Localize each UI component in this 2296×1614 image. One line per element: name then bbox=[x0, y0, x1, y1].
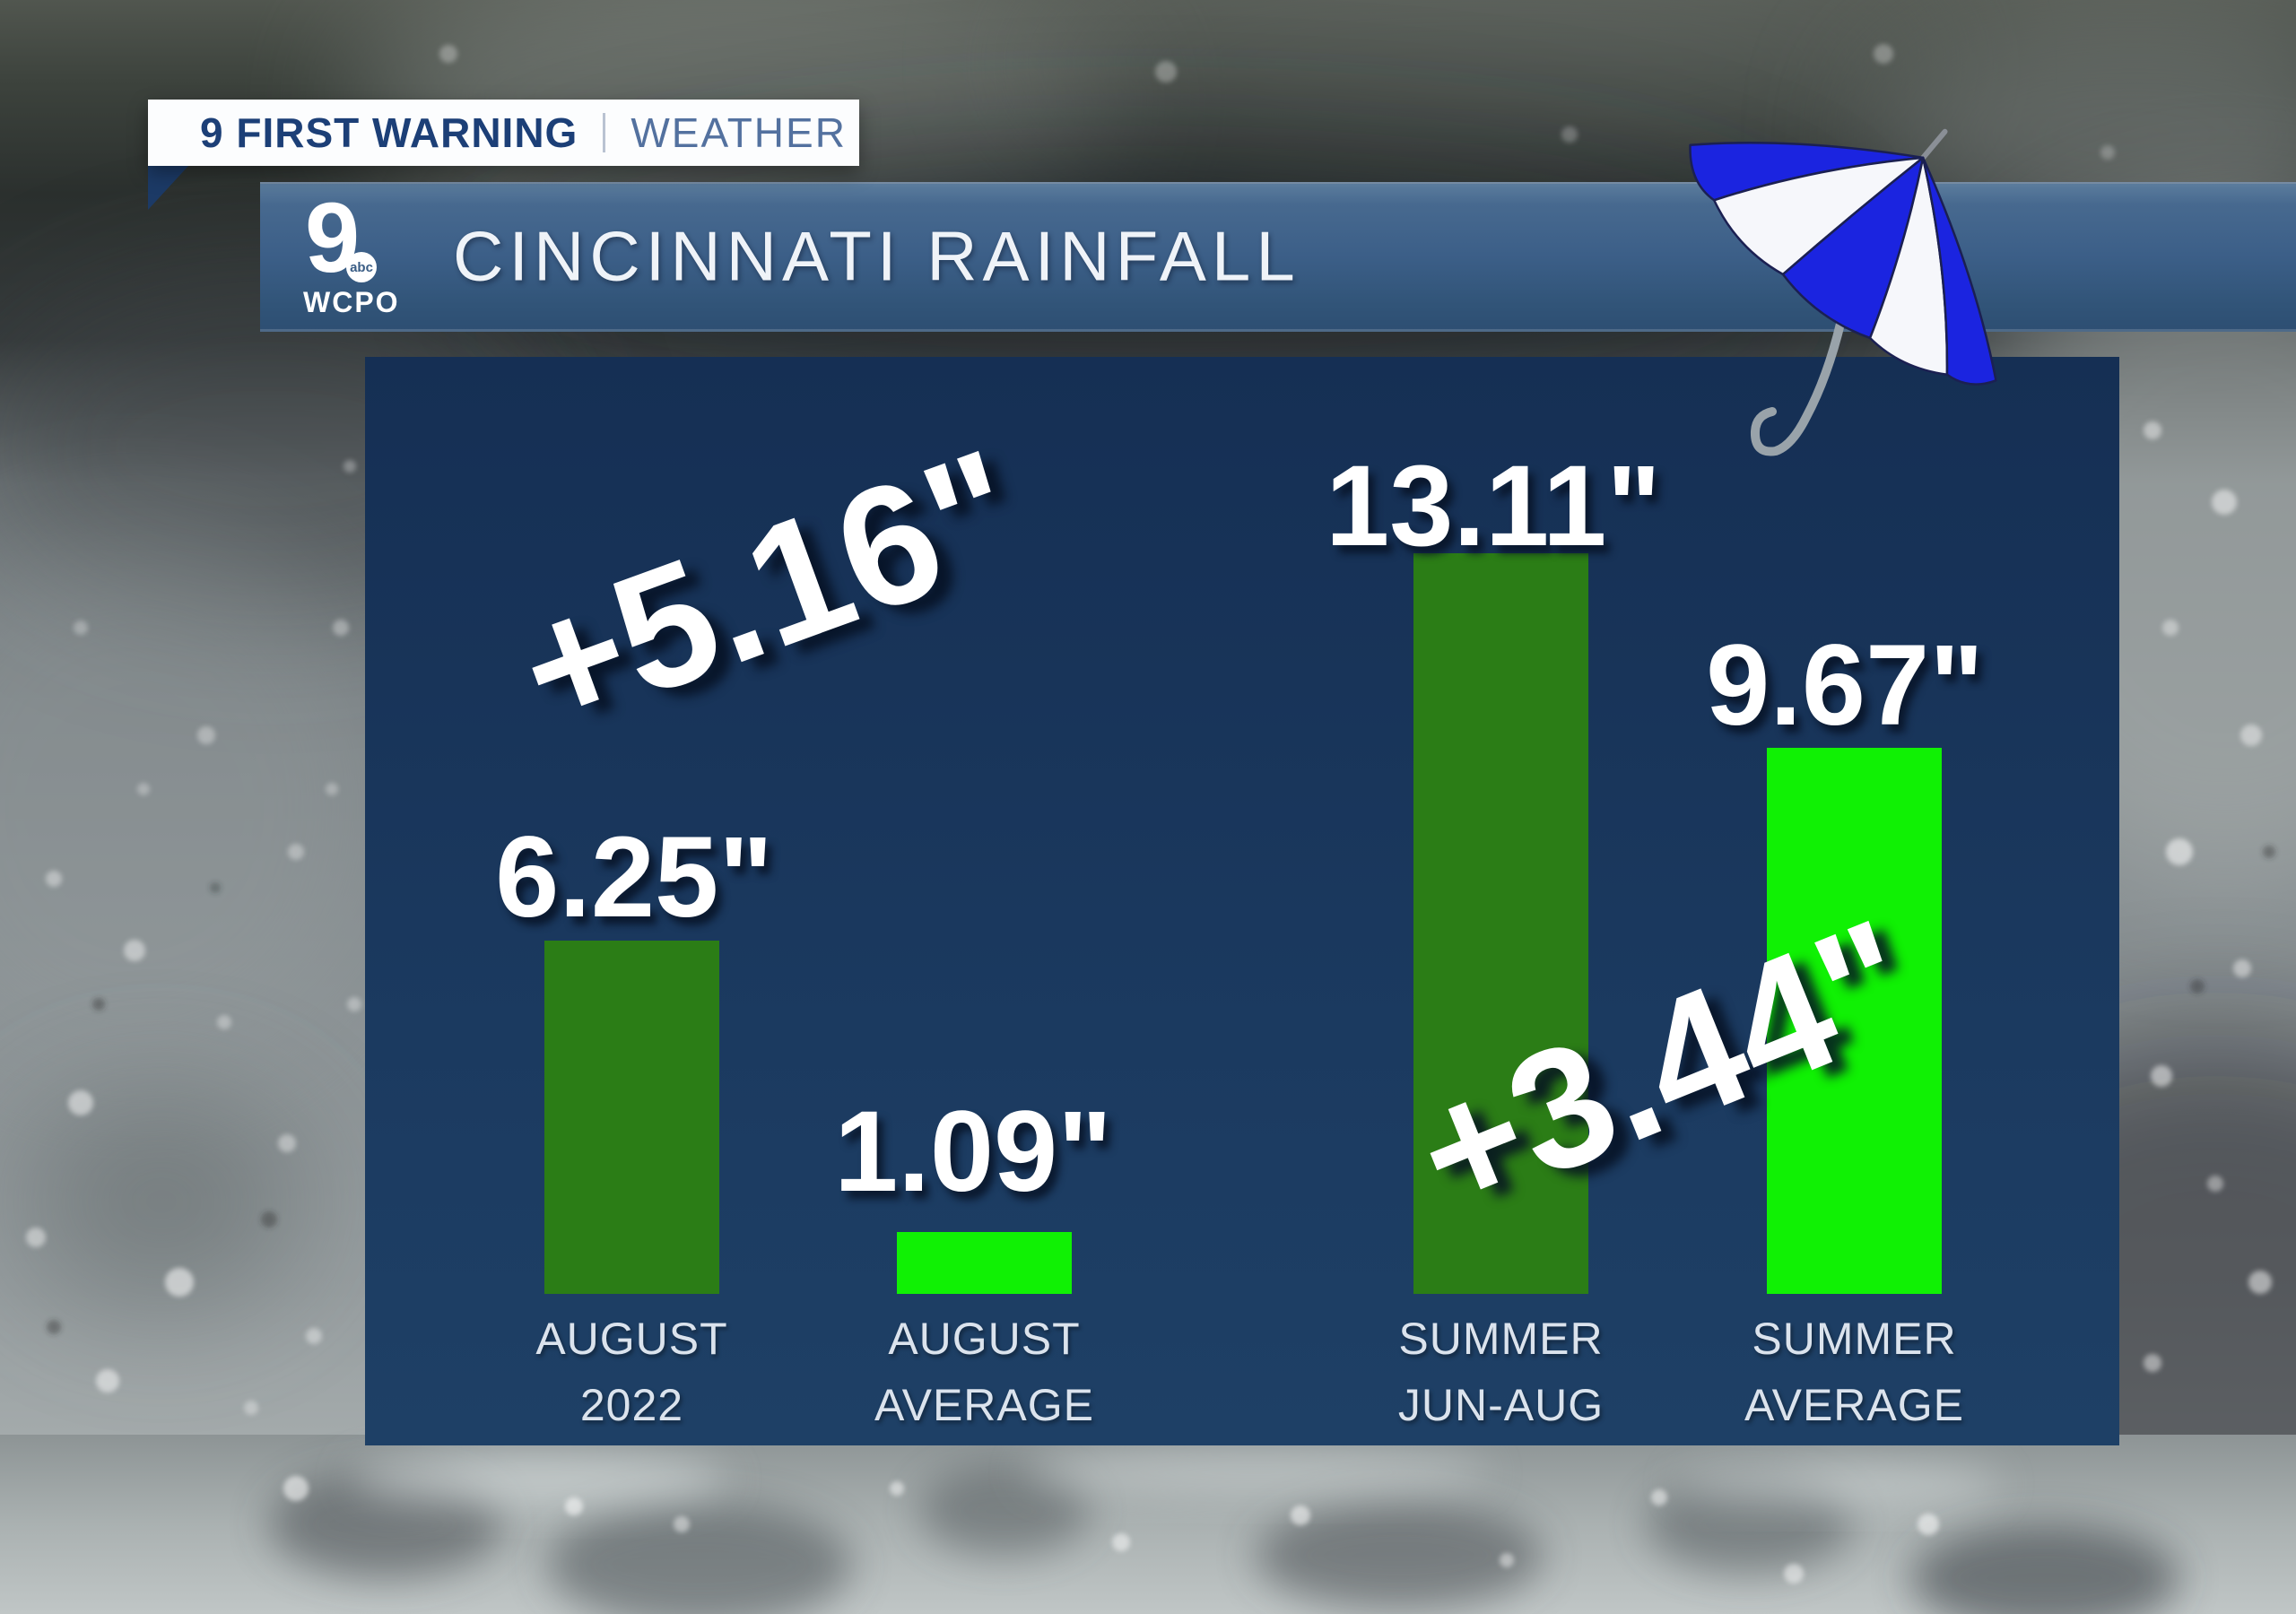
bar-category-label: AUGUST AVERAGE bbox=[874, 1314, 1095, 1430]
bars-layer: 6.25" AUGUST 2022 1.09" AUGUST AVERAGE 13.11" S… bbox=[365, 357, 2119, 1445]
bar-category-label: SUMMER AVERAGE bbox=[1744, 1314, 1965, 1430]
wcpo-logo: 9 abc WCPO bbox=[303, 189, 420, 319]
umbrella-icon bbox=[1689, 128, 1997, 456]
bar bbox=[897, 1232, 1072, 1294]
abc-network-badge: abc bbox=[346, 252, 377, 282]
badge-primary-label: 9 FIRST WARNING bbox=[200, 109, 578, 156]
bar-value-label: 13.11" bbox=[1326, 442, 1661, 570]
bar-value-label: 9.67" bbox=[1706, 621, 1984, 750]
bar-value-label: 1.09" bbox=[834, 1088, 1112, 1216]
page-title: CINCINNATI RAINFALL bbox=[453, 216, 1300, 296]
bar bbox=[1413, 553, 1588, 1294]
first-warning-badge: 9 FIRST WARNING WEATHER bbox=[148, 100, 859, 166]
bar-category-label: AUGUST 2022 bbox=[535, 1314, 728, 1430]
rain-droplets bbox=[26, 44, 2272, 1584]
station-call-letters: WCPO bbox=[303, 286, 400, 318]
bar bbox=[1767, 748, 1942, 1294]
rainfall-chart-panel: 6.25" AUGUST 2022 1.09" AUGUST AVERAGE 13.11" S… bbox=[365, 357, 2119, 1445]
badge-separator bbox=[603, 113, 606, 152]
header-banner: 9 abc WCPO CINCINNATI RAINFALL bbox=[260, 182, 2296, 332]
umbrella-handle bbox=[1750, 276, 1854, 456]
bar-value-label: 6.25" bbox=[495, 813, 773, 941]
badge-tail bbox=[148, 165, 189, 210]
bar bbox=[544, 941, 719, 1294]
badge-secondary-label: WEATHER bbox=[631, 109, 847, 156]
bar-category-label: SUMMER JUN-AUG bbox=[1397, 1314, 1605, 1430]
